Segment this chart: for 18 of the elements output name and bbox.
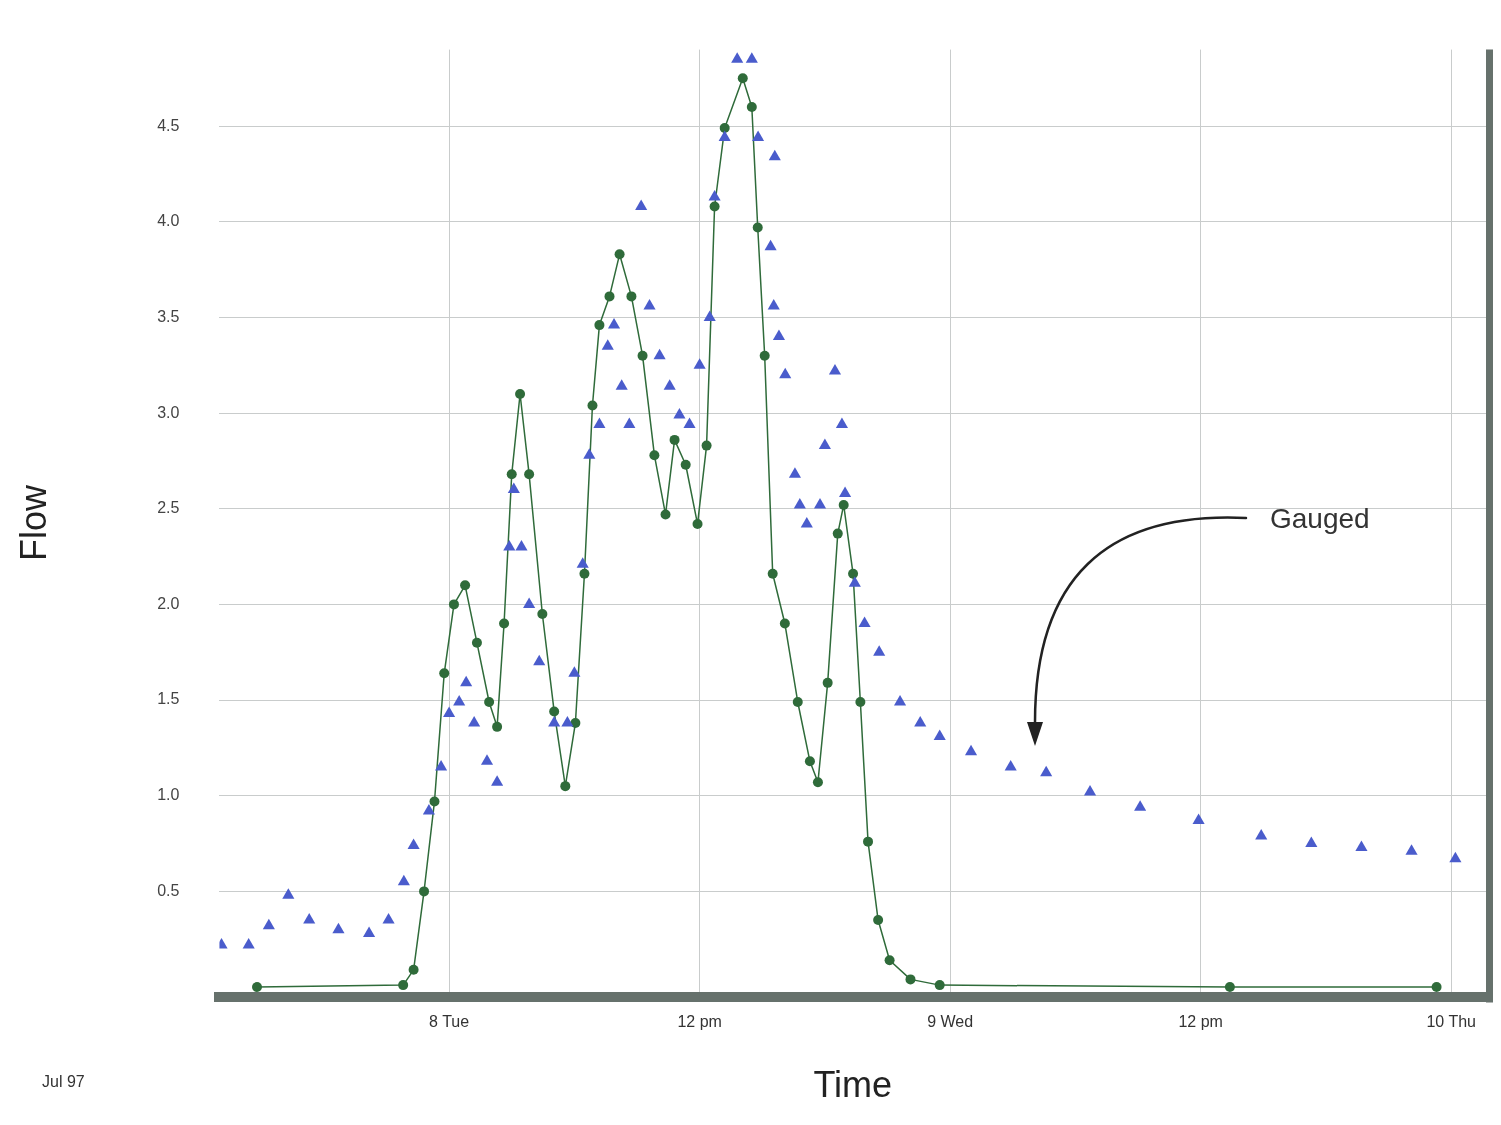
x-tick-label: 9 Wed (927, 1012, 974, 1030)
text: Jul 97 (42, 1073, 85, 1091)
x-tick-label: 8 Tue (429, 1012, 470, 1030)
y-tick-label: 2.0 (157, 594, 180, 612)
y-tick-label: 4.5 (157, 116, 180, 134)
x-tick-label: 12 pm (1178, 1012, 1223, 1030)
x-tick-label: 10 Thu (1426, 1012, 1476, 1030)
x-tick-label: 12 pm (677, 1012, 722, 1030)
y-tick-label: 3.0 (157, 403, 180, 421)
y-tick-label: 3.5 (157, 307, 180, 325)
y-tick-label: 0.5 (157, 881, 180, 899)
y-tick-label: 1.5 (157, 690, 180, 708)
annotation: Gauged (1270, 502, 1370, 534)
y-tick-label: 2.5 (157, 499, 180, 517)
y-axis-title: Flow (12, 484, 54, 562)
y-tick-label: 1.0 (157, 786, 180, 804)
y-tick-label: 4.0 (157, 212, 180, 230)
x-axis-title: Time (813, 1064, 893, 1106)
